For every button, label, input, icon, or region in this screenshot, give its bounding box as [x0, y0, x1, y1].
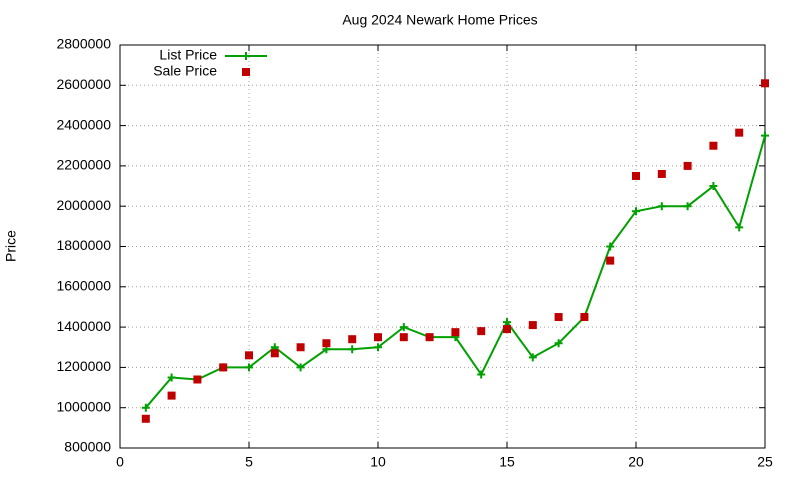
- y-tick-label: 1600000: [56, 278, 111, 294]
- x-tick-label: 25: [757, 454, 773, 470]
- data-point: [167, 373, 176, 382]
- data-point: [606, 242, 615, 251]
- data-point: [735, 223, 744, 232]
- y-tick-label: 2800000: [56, 36, 111, 52]
- data-point: [503, 325, 511, 334]
- data-point: [348, 345, 357, 354]
- series-line: [145, 135, 766, 409]
- data-point: [503, 318, 511, 327]
- data-point: [709, 141, 718, 150]
- y-tick-label: 2000000: [56, 197, 111, 213]
- x-tick-label: 20: [628, 454, 644, 470]
- data-point: [632, 171, 640, 180]
- data-point: [399, 333, 408, 342]
- data-point: [374, 343, 382, 352]
- data-point: [657, 202, 666, 211]
- y-tick-label: 1800000: [56, 237, 111, 253]
- data-point: [580, 313, 589, 322]
- data-point: [657, 169, 666, 178]
- y-tick-label: 2400000: [56, 116, 111, 132]
- legend-marker: [242, 68, 250, 76]
- data-point: [245, 363, 253, 372]
- x-tick-label: 5: [245, 454, 253, 470]
- data-point: [606, 256, 615, 265]
- data-point: [477, 327, 486, 336]
- y-tick-label: 1200000: [56, 358, 111, 374]
- data-point: [193, 375, 202, 384]
- y-tick-label: 2600000: [56, 76, 111, 92]
- y-axis-label: Price: [3, 230, 19, 262]
- data-point: [683, 161, 692, 170]
- data-point: [167, 391, 176, 400]
- data-point: [528, 321, 537, 330]
- data-point: [554, 313, 563, 322]
- data-point: [735, 128, 744, 137]
- y-tick-label: 2200000: [56, 157, 111, 173]
- y-tick-label: 1000000: [56, 398, 111, 414]
- x-tick-label: 0: [116, 454, 124, 470]
- data-point: [141, 403, 150, 412]
- plot-frame: [119, 44, 766, 449]
- legend-label: List Price: [159, 47, 217, 63]
- data-point: [245, 351, 253, 360]
- data-point: [322, 339, 331, 348]
- data-point: [296, 343, 305, 352]
- data-point: [399, 323, 408, 332]
- x-tick-label: 15: [499, 454, 515, 470]
- data-point: [709, 182, 718, 191]
- y-tick-label: 800000: [64, 439, 111, 455]
- data-point: [374, 333, 382, 342]
- data-point: [477, 370, 486, 379]
- data-point: [141, 414, 150, 423]
- data-point: [270, 349, 279, 358]
- chart-title: Aug 2024 Newark Home Prices: [342, 12, 537, 28]
- data-point: [425, 333, 434, 342]
- data-point: [761, 131, 769, 140]
- y-tick-label: 1400000: [56, 318, 111, 334]
- x-tick-label: 10: [370, 454, 386, 470]
- data-point: [528, 353, 537, 362]
- data-point: [219, 363, 228, 372]
- data-point: [451, 328, 460, 337]
- data-point: [348, 335, 357, 344]
- data-point: [632, 207, 640, 216]
- data-point: [296, 363, 305, 372]
- data-point: [761, 79, 769, 88]
- data-point: [683, 202, 692, 211]
- legend-label: Sale Price: [153, 63, 217, 79]
- data-point: [554, 339, 563, 348]
- legend-marker: [242, 52, 250, 60]
